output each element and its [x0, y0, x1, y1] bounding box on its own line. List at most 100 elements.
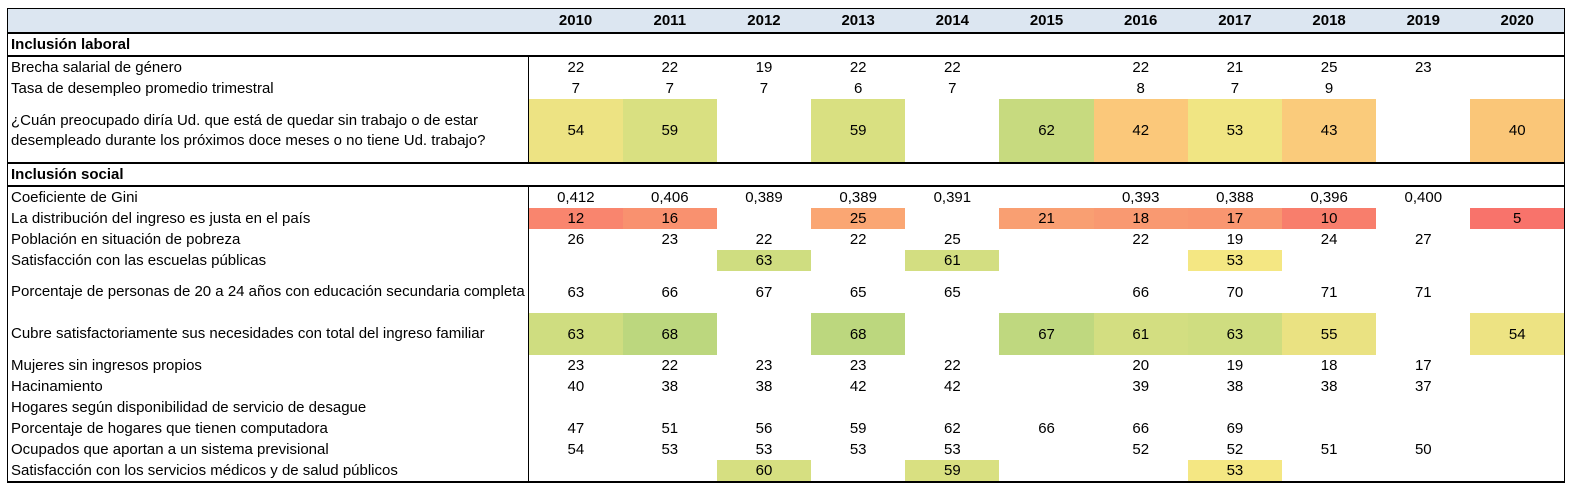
data-cell: [1470, 78, 1564, 99]
section-header-row: Inclusión social: [7, 162, 1565, 187]
data-cell: [717, 208, 811, 229]
data-cell: 10: [1282, 208, 1377, 229]
data-cell: 0,400: [1404, 189, 1443, 206]
data-cell: 66: [661, 283, 679, 301]
data-cell: 66: [1132, 420, 1150, 437]
data-cell: [623, 397, 717, 418]
data-cell: [905, 99, 999, 163]
data-cell: 23: [849, 357, 867, 374]
data-cell: [1470, 250, 1564, 271]
data-cell: [1470, 397, 1564, 418]
data-cell: 22: [567, 59, 585, 76]
data-cell: 7: [665, 80, 674, 97]
data-cell: [999, 460, 1093, 482]
data-cell: 38: [661, 378, 679, 395]
data-cell: 7: [571, 80, 581, 97]
data-cell: 68: [811, 313, 906, 355]
data-cell: 19: [755, 59, 773, 76]
row-label: Hogares según disponibilidad de servicio…: [7, 397, 529, 418]
data-cell: 0,391: [933, 189, 972, 206]
year-header: 2017: [1187, 8, 1282, 34]
data-cell: 69: [1226, 420, 1244, 437]
data-cell: [999, 229, 1093, 250]
data-cell: 47: [567, 420, 585, 437]
data-cell: 18: [1093, 208, 1188, 229]
table-row: Ocupados que aportan a un sistema previs…: [7, 439, 1565, 460]
row-label: La distribución del ingreso es justa en …: [7, 208, 529, 229]
data-cell: [811, 460, 905, 482]
data-cell: 53: [944, 441, 961, 458]
spreadsheet-area: 2010 2011 2012 2013 2014 2015 2016 2017 2018 2019…: [7, 8, 1566, 483]
row-label: Brecha salarial de género: [7, 56, 529, 78]
data-cell: 9: [1324, 80, 1334, 97]
data-cell: 22: [944, 59, 961, 76]
data-cell: 65: [944, 283, 961, 301]
data-cell: 25: [811, 208, 906, 229]
data-cell: 52: [1226, 441, 1244, 458]
data-cell: 0,389: [839, 189, 877, 206]
data-cell: 23: [755, 357, 773, 374]
table-row: Mujeres sin ingresos propios 23 22 23 23 22 20…: [7, 355, 1565, 376]
data-cell: [1470, 355, 1564, 376]
data-cell: 53: [849, 441, 867, 458]
data-cell: [529, 397, 623, 418]
data-cell: [623, 460, 717, 482]
data-cell: [1094, 460, 1188, 482]
data-cell: 40: [1470, 99, 1565, 163]
data-cell: [999, 397, 1093, 418]
data-cell: 59: [849, 420, 867, 437]
data-cell: 59: [905, 460, 1000, 482]
data-cell: 59: [811, 99, 906, 163]
data-cell: 62: [999, 99, 1094, 163]
data-cell: 51: [1320, 441, 1338, 458]
data-cell: 53: [661, 441, 679, 458]
year-header: 2018: [1282, 8, 1377, 34]
data-cell: 0,388: [1216, 189, 1254, 206]
table-row: Hacinamiento 40 38 38 42 42 39 38 38 37: [7, 376, 1565, 397]
table-row: ¿Cuán preocupado diría Ud. que está de q…: [7, 99, 1565, 163]
year-header: 2013: [811, 8, 906, 34]
row-label: Porcentaje de personas de 20 a 24 años c…: [7, 271, 529, 313]
data-cell: 6: [853, 80, 863, 97]
row-label: ¿Cuán preocupado diría Ud. que está de q…: [7, 99, 529, 163]
data-cell: 70: [1226, 283, 1244, 301]
data-cell: [529, 460, 623, 482]
data-cell: 54: [1470, 313, 1565, 355]
data-cell: [1376, 418, 1470, 439]
data-cell: [905, 208, 999, 229]
data-cell: 38: [1226, 378, 1244, 395]
data-cell: 26: [567, 231, 585, 248]
data-cell: 23: [661, 231, 679, 248]
data-cell: [1282, 460, 1376, 482]
data-cell: 7: [1230, 80, 1240, 97]
data-cell: [999, 250, 1093, 271]
data-cell: [999, 376, 1093, 397]
data-cell: 16: [622, 208, 717, 229]
data-cell: 23: [567, 357, 585, 374]
data-cell: [1094, 397, 1188, 418]
data-cell: 53: [1187, 99, 1282, 163]
row-label: Hacinamiento: [7, 376, 529, 397]
data-cell: [1470, 418, 1564, 439]
data-cell: [1470, 56, 1564, 78]
data-cell: 59: [622, 99, 717, 163]
data-cell: [1376, 250, 1470, 271]
data-cell: [999, 439, 1093, 460]
data-cell: 42: [944, 378, 961, 395]
data-cell: 60: [716, 460, 812, 482]
data-cell: 50: [1414, 441, 1432, 458]
data-cell: [999, 56, 1093, 78]
row-label: Población en situación de pobreza: [7, 229, 529, 250]
data-cell: [1470, 271, 1564, 313]
data-cell: 37: [1414, 378, 1432, 395]
data-cell: [905, 397, 999, 418]
data-cell: 61: [1093, 313, 1188, 355]
year-header: 2019: [1376, 8, 1471, 34]
data-cell: 54: [528, 99, 623, 163]
data-cell: 71: [1414, 283, 1432, 301]
data-cell: 63: [716, 250, 812, 271]
data-cell: 17: [1414, 357, 1432, 374]
data-cell: 42: [849, 378, 867, 395]
data-cell: [1282, 418, 1376, 439]
row-label: Ocupados que aportan a un sistema previs…: [7, 439, 529, 460]
